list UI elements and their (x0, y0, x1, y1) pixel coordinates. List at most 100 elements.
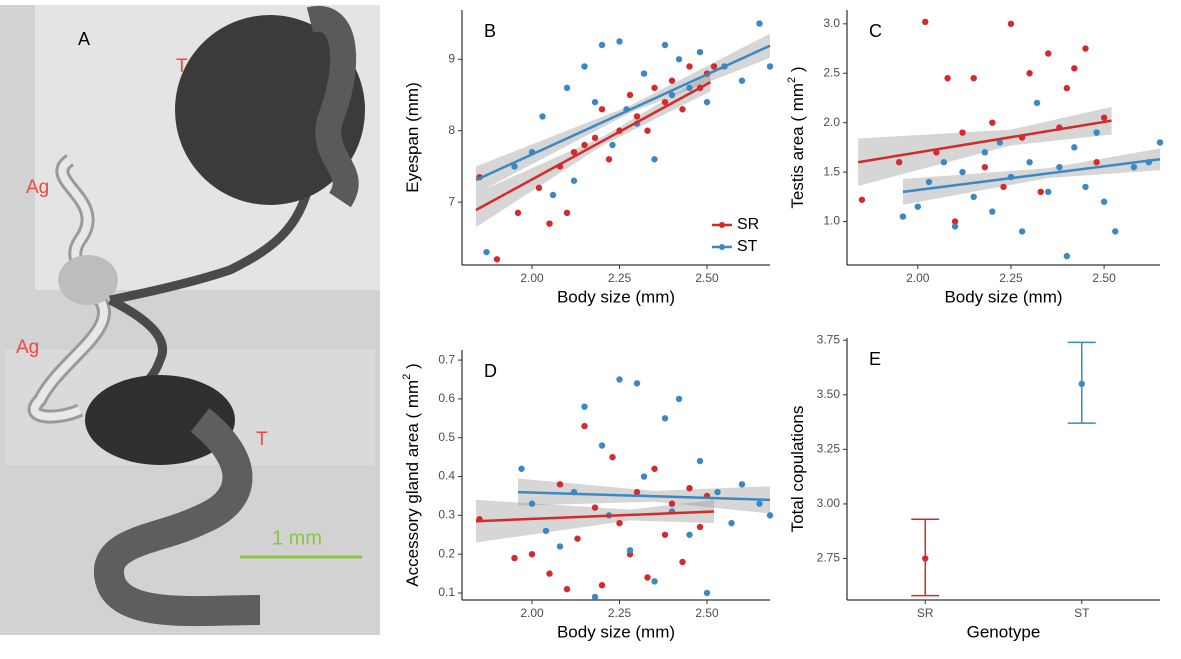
scale-label: 1 mm (272, 527, 322, 549)
y-axis-label: Testis area ( mm2 ) (786, 66, 808, 208)
legend-dot (719, 244, 725, 250)
chart: 2.75 3.00 3.25 3.50 3.75 SR ST Genotype Total co… (788, 332, 1160, 641)
chart: 1.0 1.5 2.0 2.5 3.0 2.00 2.25 2.50 Body size (mm… (786, 10, 1164, 306)
x-tick-label: 2.50 (695, 606, 719, 620)
x-axis-label: Genotype (967, 622, 1041, 641)
y-tick-label: 1.0 (823, 214, 840, 228)
point (756, 500, 763, 507)
fit-line (475, 44, 771, 182)
point (970, 74, 977, 82)
point (570, 177, 578, 184)
point (1026, 159, 1033, 166)
y-axis-label-part: Testis area ( mm (788, 83, 807, 209)
chart: 7 8 9 2.00 2.25 2.50 Body size (mm) Eyespan (mm… (403, 10, 774, 306)
point (981, 149, 989, 156)
y-tick-label: 0.7 (438, 352, 455, 366)
y-tick-label: 2.75 (817, 551, 841, 565)
y-tick-label: 2.0 (823, 115, 840, 129)
point (766, 63, 774, 70)
point (710, 63, 718, 70)
x-tick-label: 2.00 (520, 606, 544, 620)
point (535, 184, 543, 192)
organ-label: T (176, 56, 188, 77)
organ-label: Ag (16, 337, 39, 358)
point (574, 535, 581, 542)
y-axis-label-part: Accessory gland area ( mm (403, 380, 422, 587)
point (661, 98, 669, 106)
point (940, 159, 948, 166)
point (598, 582, 606, 589)
photo-panel: A T Ag Ag T 1 mm (0, 5, 380, 635)
point (546, 220, 553, 227)
y-axis-label-part: 2 (401, 374, 413, 380)
point (1071, 65, 1078, 72)
point (640, 473, 648, 480)
point (1033, 99, 1041, 107)
panel-label: E (869, 349, 881, 369)
panel-label: D (484, 361, 497, 381)
point (696, 523, 704, 531)
confidence-band (476, 499, 714, 543)
point (644, 574, 651, 581)
point (640, 70, 648, 77)
point (661, 415, 669, 422)
organ-label: T (256, 429, 268, 450)
x-tick-label: ST (1074, 606, 1090, 620)
fit-line (475, 81, 712, 212)
point (563, 84, 571, 92)
point (996, 139, 1003, 146)
point (696, 48, 704, 56)
point (703, 98, 711, 106)
x-tick-label: 2.00 (520, 271, 544, 285)
legend-label: ST (737, 238, 758, 255)
point (970, 193, 977, 201)
y-axis-label-part: ) (788, 66, 807, 76)
point (591, 593, 599, 601)
point (581, 403, 588, 410)
point (981, 163, 989, 171)
point (556, 543, 564, 550)
point (668, 77, 676, 84)
point (1037, 188, 1044, 196)
point (633, 113, 641, 120)
y-tick-label: 0.5 (438, 430, 455, 444)
testis-coil (94, 408, 261, 627)
y-axis-label-part: 2 (786, 77, 798, 83)
point (563, 585, 571, 593)
point (951, 223, 959, 230)
y-tick-label: 3.75 (817, 332, 841, 346)
point (703, 589, 711, 597)
y-axis-label-part: Total copulations (788, 406, 807, 533)
point (661, 41, 669, 49)
point (989, 208, 996, 215)
point (609, 141, 616, 149)
fit-line (517, 490, 771, 502)
point (679, 106, 686, 113)
y-axis-label: Eyespan (mm) (403, 82, 422, 193)
point (539, 113, 546, 120)
panel-label: B (484, 21, 496, 41)
y-tick-label: 8 (448, 123, 455, 137)
point (1000, 183, 1007, 191)
point (951, 218, 959, 225)
point (609, 453, 616, 461)
point (1018, 228, 1026, 235)
x-tick-label: 2.25 (608, 271, 632, 285)
point (616, 519, 623, 527)
x-tick-label: 2.25 (608, 606, 632, 620)
point (511, 554, 518, 562)
point (728, 519, 735, 527)
point (696, 457, 704, 465)
testis (85, 375, 235, 465)
y-tick-label: 9 (448, 51, 455, 65)
point (1045, 188, 1052, 196)
point (714, 488, 721, 496)
x-axis-label: Body size (mm) (557, 287, 675, 306)
point (605, 156, 613, 163)
testis-coil (306, 6, 359, 208)
point (514, 209, 522, 217)
point (626, 547, 634, 554)
point (549, 191, 557, 199)
point (668, 91, 676, 99)
